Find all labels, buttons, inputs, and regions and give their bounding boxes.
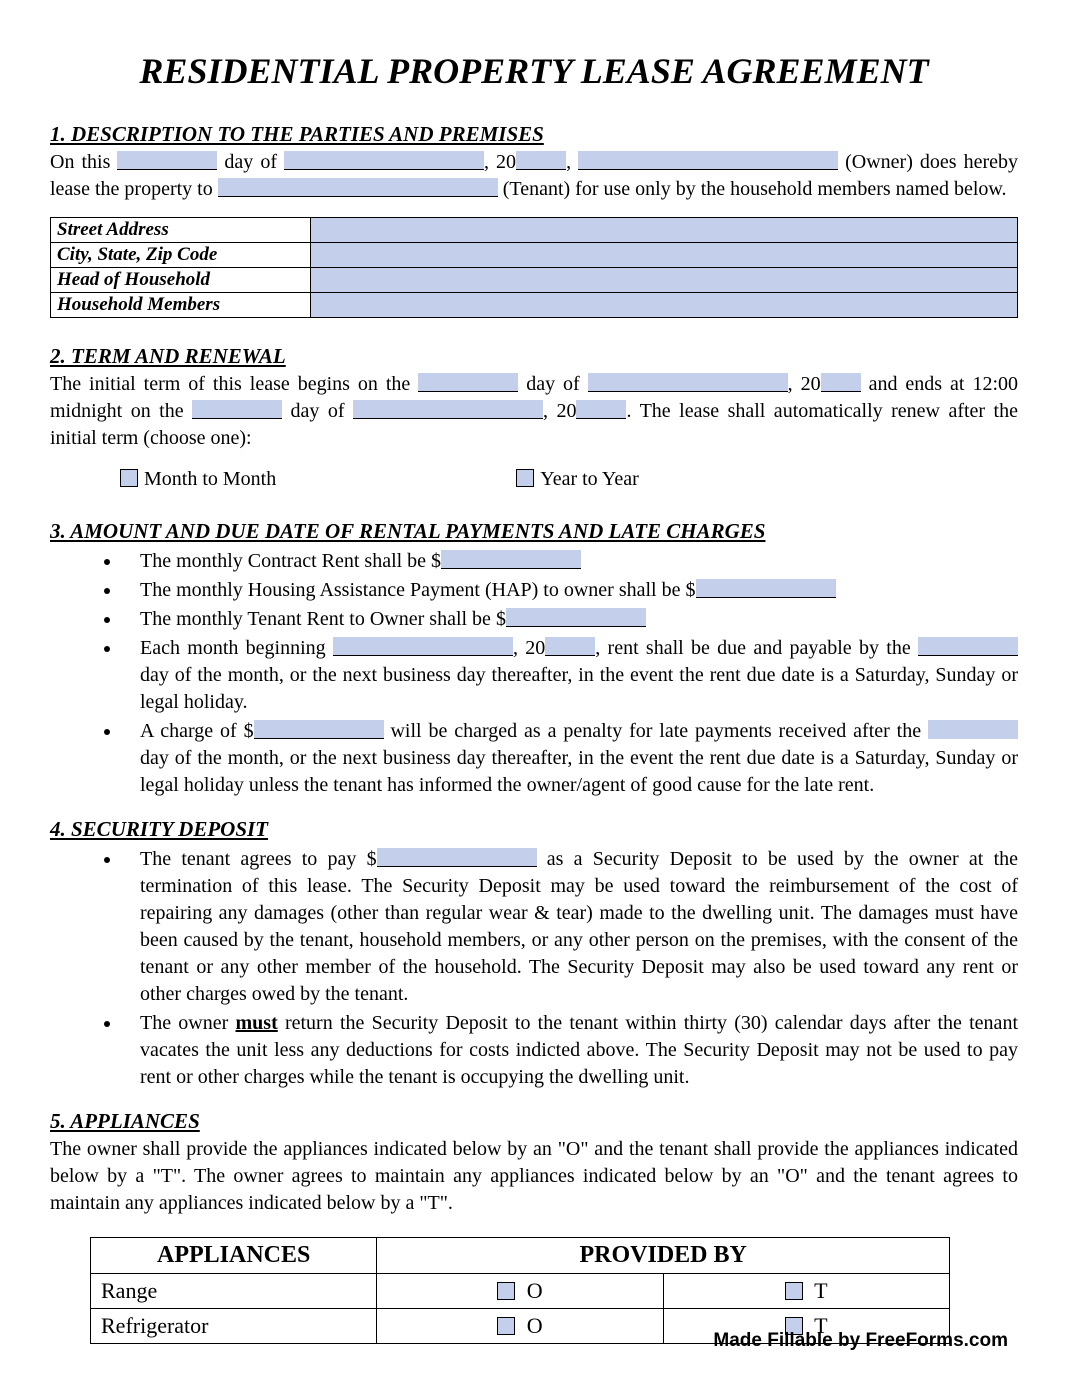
row-head-label: Head of Household bbox=[51, 268, 311, 293]
field-month1[interactable] bbox=[284, 151, 484, 170]
list-item: The monthly Contract Rent shall be $ bbox=[122, 548, 1018, 575]
field-term-end-year[interactable] bbox=[576, 400, 626, 419]
page-title: RESIDENTIAL PROPERTY LEASE AGREEMENT bbox=[50, 50, 1018, 92]
list-item: The owner must return the Security Depos… bbox=[122, 1010, 1018, 1091]
field-term-end-month[interactable] bbox=[353, 400, 543, 419]
txt: day of bbox=[518, 373, 587, 395]
checkbox-range-tenant[interactable] bbox=[785, 1282, 803, 1300]
txt: day of bbox=[217, 151, 284, 173]
txt: day of the month, or the next business d… bbox=[140, 747, 1018, 796]
appliances-table: APPLIANCES PROVIDED BY Range O T Refrige… bbox=[90, 1237, 950, 1344]
field-late-charge[interactable] bbox=[254, 720, 384, 739]
txt: , 20 bbox=[788, 373, 821, 395]
field-term-end-day[interactable] bbox=[192, 400, 282, 419]
field-due-day[interactable] bbox=[918, 637, 1018, 656]
txt: On this bbox=[50, 151, 117, 173]
row-city-label: City, State, Zip Code bbox=[51, 243, 311, 268]
field-term-start-day[interactable] bbox=[418, 373, 518, 392]
section-1-body: On this day of , 20, (Owner) does hereby… bbox=[50, 149, 1018, 203]
field-year1[interactable] bbox=[516, 151, 566, 170]
field-hap[interactable] bbox=[696, 579, 836, 598]
section-4-list: The tenant agrees to pay $ as a Security… bbox=[50, 846, 1018, 1091]
row-members-label: Household Members bbox=[51, 293, 311, 318]
txt: day of the month, or the next business d… bbox=[140, 664, 1018, 713]
section-1-head: 1. DESCRIPTION TO THE PARTIES AND PREMIS… bbox=[50, 122, 1018, 147]
label-O: O bbox=[527, 1313, 543, 1338]
txt: (Tenant) for use only by the household m… bbox=[498, 178, 1007, 200]
txt: The owner bbox=[140, 1012, 236, 1034]
label-O: O bbox=[527, 1278, 543, 1303]
txt: , 20 bbox=[484, 151, 516, 173]
field-term-start-month[interactable] bbox=[588, 373, 788, 392]
list-item: A charge of $ will be charged as a penal… bbox=[122, 718, 1018, 799]
field-tenant[interactable] bbox=[218, 178, 498, 197]
row-range: Range bbox=[91, 1274, 377, 1309]
label-month-to-month: Month to Month bbox=[144, 468, 276, 490]
section-2-head: 2. TERM AND RENEWAL bbox=[50, 344, 1018, 369]
section-4-head: 4. SECURITY DEPOSIT bbox=[50, 817, 1018, 842]
field-term-start-year[interactable] bbox=[821, 373, 861, 392]
txt-must: must bbox=[236, 1012, 278, 1034]
field-owner[interactable] bbox=[578, 151, 838, 170]
txt: A charge of $ bbox=[140, 720, 254, 742]
section-2-body: The initial term of this lease begins on… bbox=[50, 371, 1018, 452]
checkbox-year-to-year[interactable] bbox=[516, 469, 534, 487]
col-provided-by: PROVIDED BY bbox=[377, 1238, 950, 1274]
label-T: T bbox=[814, 1278, 827, 1303]
label-year-to-year: Year to Year bbox=[540, 468, 639, 490]
checkbox-range-owner[interactable] bbox=[497, 1282, 515, 1300]
field-day1[interactable] bbox=[117, 151, 217, 170]
txt: day of bbox=[282, 400, 353, 422]
field-city[interactable] bbox=[311, 243, 1018, 268]
txt: The monthly Tenant Rent to Owner shall b… bbox=[140, 608, 506, 630]
txt: , 20 bbox=[543, 400, 576, 422]
field-head[interactable] bbox=[311, 268, 1018, 293]
list-item: The monthly Housing Assistance Payment (… bbox=[122, 577, 1018, 604]
property-table: Street Address City, State, Zip Code Hea… bbox=[50, 217, 1018, 318]
row-refrigerator: Refrigerator bbox=[91, 1309, 377, 1344]
txt: as a Security Deposit to be used by the … bbox=[140, 848, 1018, 1005]
txt: The monthly Contract Rent shall be $ bbox=[140, 550, 441, 572]
section-3-list: The monthly Contract Rent shall be $ The… bbox=[50, 548, 1018, 799]
txt: The monthly Housing Assistance Payment (… bbox=[140, 579, 696, 601]
txt: will be charged as a penalty for late pa… bbox=[384, 720, 928, 742]
col-appliances: APPLIANCES bbox=[91, 1238, 377, 1274]
section-5-intro: The owner shall provide the appliances i… bbox=[50, 1136, 1018, 1217]
section-3-head: 3. AMOUNT AND DUE DATE OF RENTAL PAYMENT… bbox=[50, 519, 1018, 544]
field-late-after-day[interactable] bbox=[928, 720, 1018, 739]
txt: , bbox=[566, 151, 578, 173]
checkbox-refrig-owner[interactable] bbox=[497, 1317, 515, 1335]
txt: The initial term of this lease begins on… bbox=[50, 373, 418, 395]
field-street[interactable] bbox=[311, 218, 1018, 243]
field-begin-year[interactable] bbox=[545, 637, 595, 656]
section-5-head: 5. APPLIANCES bbox=[50, 1109, 1018, 1134]
txt: Each month beginning bbox=[140, 637, 333, 659]
list-item: The monthly Tenant Rent to Owner shall b… bbox=[122, 606, 1018, 633]
footer-attribution: Made Fillable by FreeForms.com bbox=[713, 1330, 1008, 1352]
checkbox-month-to-month[interactable] bbox=[120, 469, 138, 487]
txt: The tenant agrees to pay $ bbox=[140, 848, 377, 870]
field-members[interactable] bbox=[311, 293, 1018, 318]
txt: , rent shall be due and payable by the bbox=[595, 637, 918, 659]
list-item: The tenant agrees to pay $ as a Security… bbox=[122, 846, 1018, 1008]
field-contract-rent[interactable] bbox=[441, 550, 581, 569]
field-security-deposit[interactable] bbox=[377, 848, 537, 867]
row-street-label: Street Address bbox=[51, 218, 311, 243]
txt: , 20 bbox=[513, 637, 545, 659]
field-begin-month[interactable] bbox=[333, 637, 513, 656]
list-item: Each month beginning , 20 , rent shall be… bbox=[122, 635, 1018, 716]
field-tenant-rent[interactable] bbox=[506, 608, 646, 627]
